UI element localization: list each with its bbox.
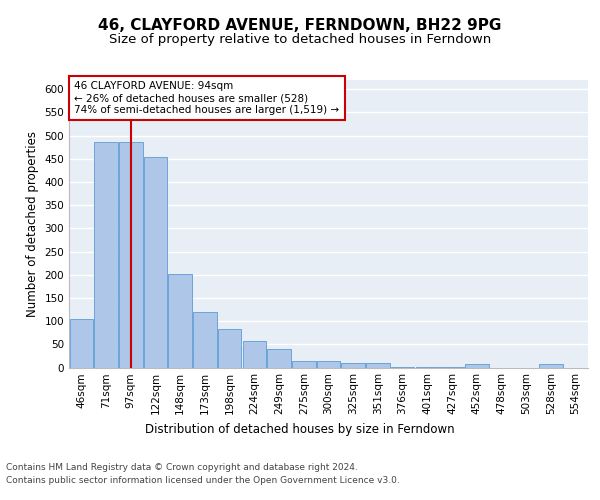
Bar — [70, 319, 93, 368]
Text: Contains public sector information licensed under the Open Government Licence v3: Contains public sector information licen… — [6, 476, 400, 485]
Bar — [317, 360, 340, 368]
Text: Distribution of detached houses by size in Ferndown: Distribution of detached houses by size … — [145, 422, 455, 436]
Text: 46 CLAYFORD AVENUE: 94sqm
← 26% of detached houses are smaller (528)
74% of semi: 46 CLAYFORD AVENUE: 94sqm ← 26% of detac… — [74, 82, 340, 114]
Text: Contains HM Land Registry data © Crown copyright and database right 2024.: Contains HM Land Registry data © Crown c… — [6, 462, 358, 471]
Y-axis label: Number of detached properties: Number of detached properties — [26, 130, 39, 317]
Bar — [268, 349, 291, 368]
Bar — [169, 274, 192, 368]
Bar — [94, 142, 118, 368]
Text: 46, CLAYFORD AVENUE, FERNDOWN, BH22 9PG: 46, CLAYFORD AVENUE, FERNDOWN, BH22 9PG — [98, 18, 502, 32]
Bar — [539, 364, 563, 368]
Bar — [119, 142, 143, 368]
Bar — [292, 360, 316, 368]
Bar — [218, 329, 241, 368]
Bar — [391, 366, 415, 368]
Bar — [242, 341, 266, 367]
Text: Size of property relative to detached houses in Ferndown: Size of property relative to detached ho… — [109, 32, 491, 46]
Bar — [193, 312, 217, 368]
Bar — [465, 364, 488, 368]
Bar — [366, 363, 389, 368]
Bar — [440, 366, 464, 368]
Bar — [144, 156, 167, 368]
Bar — [341, 363, 365, 368]
Bar — [416, 366, 439, 368]
